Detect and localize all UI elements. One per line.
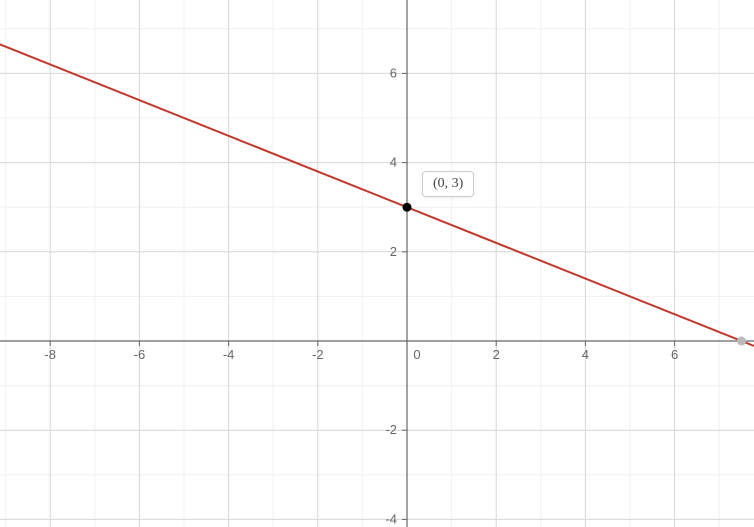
svg-text:-4: -4 — [385, 511, 397, 526]
svg-text:2: 2 — [390, 244, 397, 259]
plotted-point-1 — [737, 337, 746, 346]
svg-text:2: 2 — [493, 347, 500, 362]
point-label-tooltip: (0, 3) — [422, 171, 474, 197]
coordinate-plane: -8 -6 -4 -2 0 2 4 6 -4 -2 2 4 6 — [0, 0, 754, 527]
tooltip-text: (0, 3) — [433, 176, 463, 191]
svg-text:0: 0 — [413, 347, 420, 362]
svg-text:-2: -2 — [385, 422, 397, 437]
svg-text:-8: -8 — [44, 347, 56, 362]
svg-text:4: 4 — [390, 155, 397, 170]
svg-text:6: 6 — [390, 65, 397, 80]
svg-text:-6: -6 — [134, 347, 146, 362]
svg-text:-2: -2 — [312, 347, 324, 362]
plotted-point-0 — [403, 203, 412, 212]
svg-text:-4: -4 — [223, 347, 235, 362]
svg-text:4: 4 — [582, 347, 589, 362]
svg-text:6: 6 — [671, 347, 678, 362]
